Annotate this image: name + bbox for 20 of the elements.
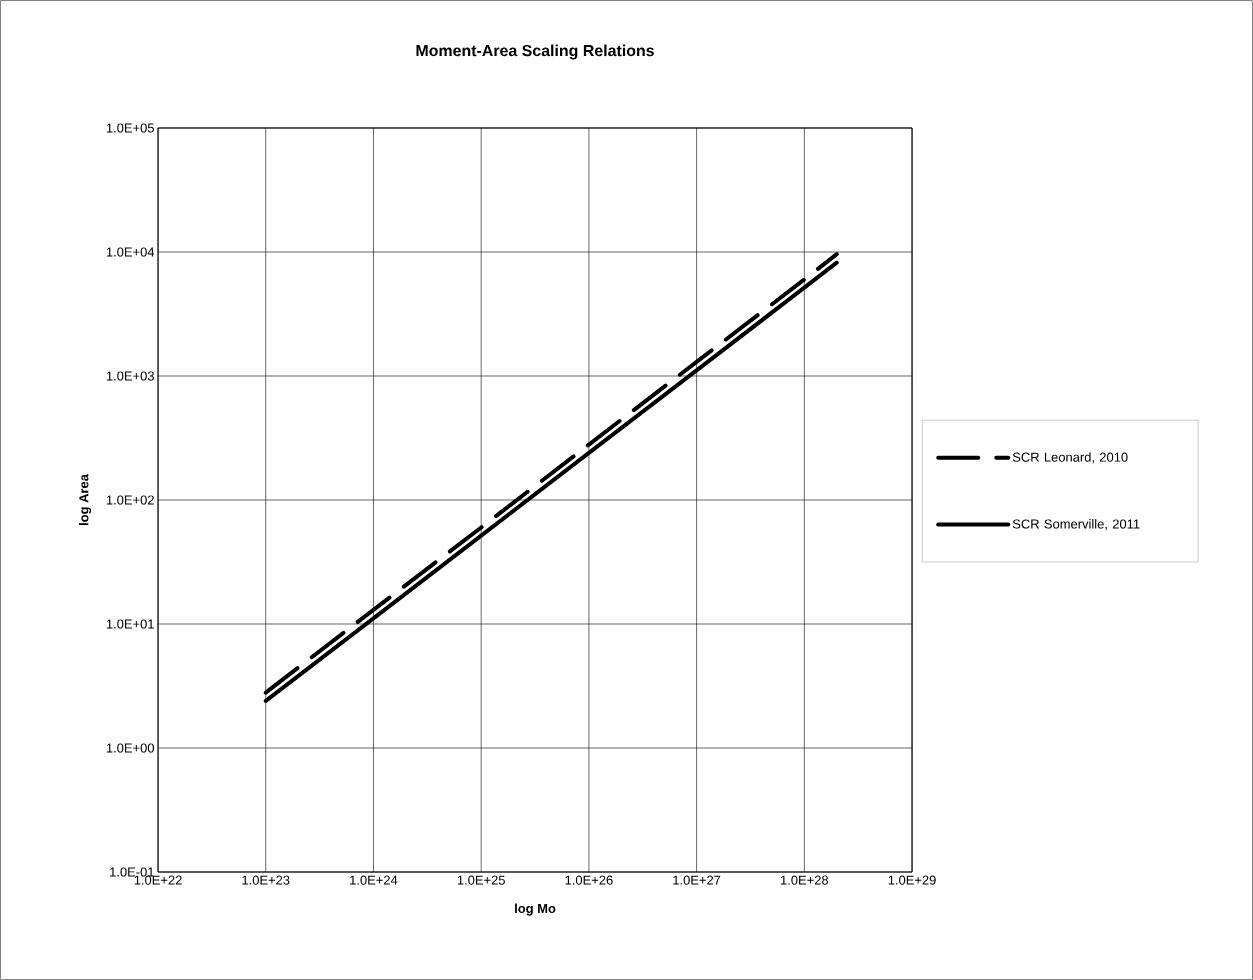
text: SCR Somerville, 2011 [1012, 519, 1140, 531]
x-tick-label: 1.0E+24 [350, 875, 398, 885]
x-tick-label: 1.0E+26 [565, 875, 613, 885]
x-tick-label: 1.0E+23 [242, 875, 290, 885]
x-tick-label: 1.0E+29 [888, 875, 936, 885]
x-tick-label: 1.0E+25 [457, 875, 505, 885]
y-tick-label: 1.0E+02 [106, 495, 154, 505]
x-tick-label: 1.0E+28 [781, 875, 829, 885]
y-tick-label: 1.0E-01 [110, 867, 154, 877]
y-tick-label: 1.0E+04 [106, 247, 155, 257]
x-tick-label: 1.0E+22 [134, 875, 182, 885]
y-axis-title: log Area [78, 474, 92, 525]
y-tick-label: 1.0E+05 [106, 123, 154, 133]
x-tick-label: 1.0E+27 [673, 875, 721, 885]
y-tick-label: 1.0E+03 [106, 371, 154, 381]
text: SCR Leonard, 2010 [1012, 452, 1128, 464]
y-tick-label: 1.0E+01 [106, 619, 154, 629]
x-axis-title: log Mo [515, 903, 556, 916]
y-tick-label: 1.0E+00 [106, 743, 155, 753]
chart-title: Moment-Area Scaling Relations [416, 44, 654, 60]
